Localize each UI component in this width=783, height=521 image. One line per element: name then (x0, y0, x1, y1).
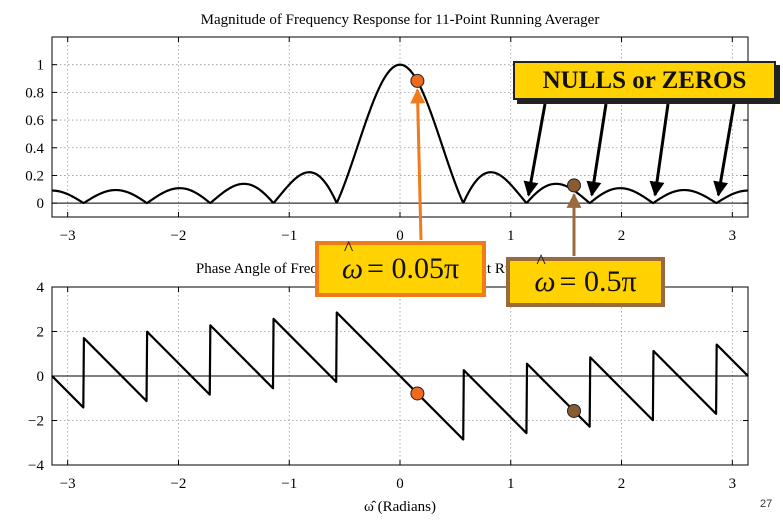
series-line (51, 63, 749, 205)
y-tick-label: 0.6 (25, 113, 44, 129)
chart-title: Magnitude of Frequency Response for 11-P… (201, 12, 600, 28)
x-tick-label: −3 (60, 476, 76, 492)
x-tick-label: 0 (396, 228, 404, 244)
x-tick-label: 2 (618, 228, 626, 244)
x-tick-label: 1 (507, 228, 515, 244)
nulls-callout: NULLS or ZEROS (513, 61, 776, 100)
null-arrow (649, 103, 670, 197)
page-number: 27 (760, 498, 773, 510)
x-tick-label: −2 (170, 476, 186, 492)
omega-005pi-callout: ω = 0.05π (315, 238, 486, 297)
marker-point (567, 403, 582, 418)
x-tick-label: −3 (60, 228, 76, 244)
annotation-arrows (410, 88, 736, 256)
y-tick-label: 0.4 (25, 141, 44, 157)
series-line (51, 311, 749, 441)
y-tick-label: 0 (37, 369, 45, 385)
x-tick-label: −1 (281, 476, 297, 492)
x-axis-label: ω̂ (Radians) (364, 499, 436, 515)
y-tick-label: 1 (37, 58, 45, 74)
omega-05pi-callout: ω = 0.5π (506, 251, 665, 307)
omega-005pi-arrow (410, 88, 426, 241)
x-tick-label: 3 (729, 476, 737, 492)
y-tick-label: 2 (37, 325, 45, 341)
x-tick-label: 0 (396, 476, 404, 492)
x-tick-label: −2 (170, 228, 186, 244)
x-tick-label: −1 (281, 228, 297, 244)
null-arrow (523, 103, 547, 197)
plot-frame (51, 36, 749, 218)
x-tick-label: 1 (507, 476, 515, 492)
x-tick-label: 3 (729, 228, 737, 244)
x-tick-label: 2 (618, 476, 626, 492)
null-arrow (586, 103, 608, 197)
y-tick-label: 0.2 (25, 168, 44, 184)
magnitude-chart: −3 −2 −1 0 1 2 3 0 0.2 0.4 0.6 0.8 1 Magnitude of Fre… (25, 12, 749, 244)
y-tick-label: 4 (37, 280, 45, 296)
omega-05pi-value: = 0.5π (559, 265, 637, 298)
marker-point (410, 73, 425, 88)
y-tick-label: −2 (28, 414, 44, 430)
omega-symbol: ω (342, 238, 363, 286)
omega-005pi-value: = 0.05π (367, 252, 460, 285)
marker-point (410, 386, 425, 401)
marker-point (567, 178, 582, 193)
nulls-callout-text: NULLS or ZEROS (542, 66, 747, 94)
omega-symbol: ω (534, 251, 555, 299)
y-tick-label: −4 (28, 458, 44, 474)
null-arrow (713, 103, 736, 197)
y-tick-label: 0 (37, 196, 45, 212)
y-tick-label: 0.8 (25, 85, 44, 101)
